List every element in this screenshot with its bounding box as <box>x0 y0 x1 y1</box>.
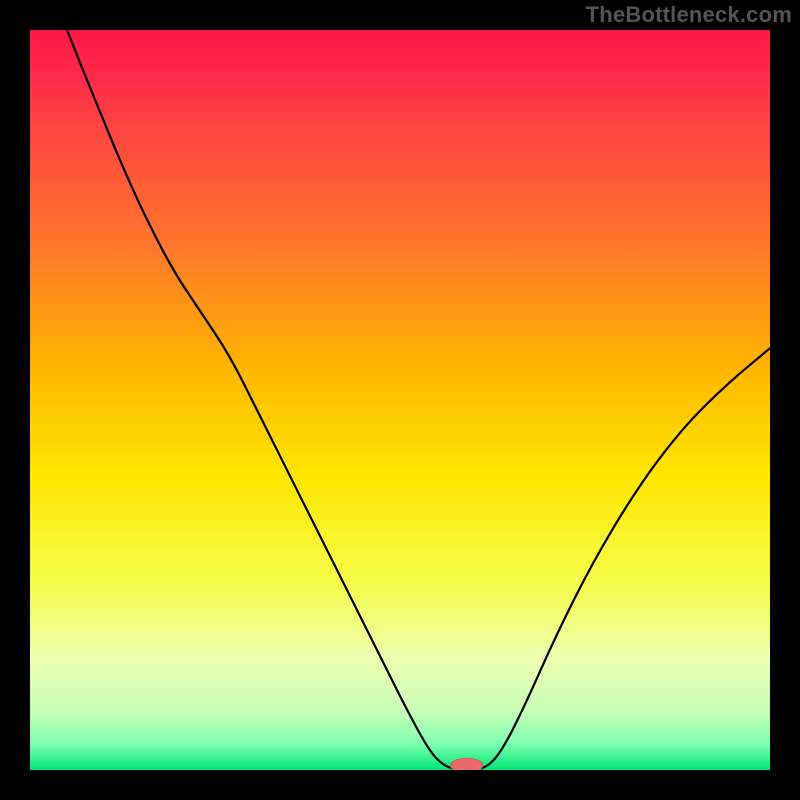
watermark-text: TheBottleneck.com <box>586 2 792 28</box>
gradient-background <box>30 30 770 770</box>
chart-frame: TheBottleneck.com <box>0 0 800 800</box>
bottleneck-chart <box>30 30 770 770</box>
